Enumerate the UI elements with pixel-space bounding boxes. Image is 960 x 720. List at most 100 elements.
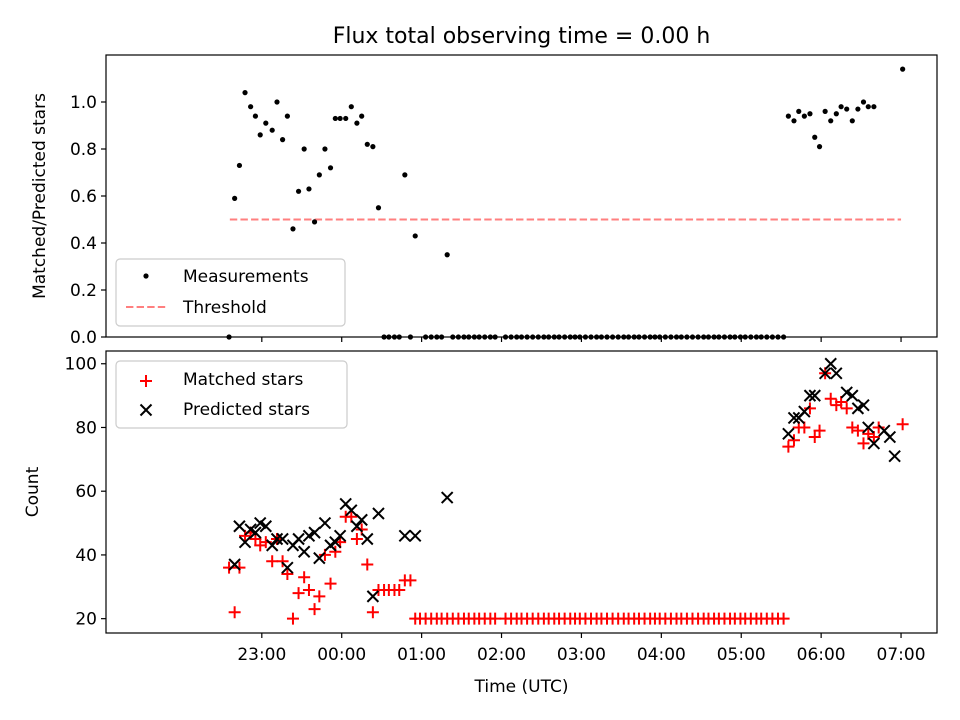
measurement-point bbox=[450, 334, 456, 340]
measurement-point bbox=[764, 334, 770, 340]
matched-star-point bbox=[345, 510, 358, 523]
ratio-y-ticks: 0.0 0.2 0.4 0.6 0.8 1.0 bbox=[70, 93, 106, 348]
measurement-point bbox=[822, 108, 828, 114]
matched-star-point bbox=[404, 574, 417, 587]
measurement-point bbox=[396, 334, 402, 340]
matched-star-point bbox=[489, 612, 502, 625]
measurement-point bbox=[775, 334, 781, 340]
measurement-point bbox=[572, 334, 578, 340]
predicted-star-point bbox=[228, 558, 241, 571]
predicted-star-point bbox=[270, 532, 284, 546]
matched-star-point bbox=[324, 577, 337, 590]
measurement-point bbox=[753, 334, 760, 340]
matched-star-point bbox=[276, 555, 289, 568]
legend-marker-measurements bbox=[143, 273, 149, 279]
ratio-y-tick-label: 0.6 bbox=[70, 187, 97, 207]
matched-star-point bbox=[281, 568, 294, 581]
measurement-point bbox=[701, 334, 707, 340]
predicted-star-point bbox=[292, 532, 305, 546]
measurement-point bbox=[900, 66, 906, 72]
measurement-point bbox=[594, 334, 600, 340]
predicted-star-point bbox=[254, 516, 267, 530]
legend-label-measurements: Measurements bbox=[183, 267, 309, 287]
matched-star-point bbox=[329, 545, 342, 558]
predicted-star-point bbox=[883, 430, 897, 444]
matched-star-point bbox=[233, 561, 246, 574]
measurement-point bbox=[332, 115, 338, 122]
measurement-point bbox=[796, 108, 802, 114]
measurement-point bbox=[582, 334, 589, 340]
matched-star-point bbox=[808, 431, 821, 444]
matched-star-point bbox=[851, 424, 864, 437]
matched-star-point bbox=[223, 561, 236, 574]
measurement-point bbox=[412, 233, 418, 239]
matched-star-point bbox=[835, 395, 848, 408]
predicted-star-point bbox=[867, 437, 881, 450]
matched-star-points bbox=[223, 367, 909, 625]
measurement-point bbox=[636, 334, 642, 340]
measurement-point bbox=[551, 334, 557, 340]
measurement-point bbox=[785, 113, 791, 119]
matched-star-point bbox=[824, 392, 837, 405]
measurement-point bbox=[518, 334, 525, 340]
measurement-point bbox=[742, 334, 748, 340]
measurement-point bbox=[274, 99, 280, 105]
measurement-point bbox=[386, 334, 392, 340]
legend-marker-predicted bbox=[139, 403, 153, 417]
measurement-point bbox=[428, 334, 434, 340]
predicted-star-point bbox=[830, 367, 843, 380]
measurement-point bbox=[791, 118, 797, 124]
predicted-star-point bbox=[824, 357, 837, 370]
matched-star-point bbox=[266, 555, 279, 568]
measurement-point bbox=[455, 334, 461, 340]
measurement-point bbox=[541, 334, 547, 340]
measurement-point bbox=[689, 334, 696, 340]
measurement-point bbox=[871, 104, 877, 110]
measurement-point bbox=[833, 111, 839, 117]
measurement-point bbox=[359, 113, 365, 119]
measurement-point bbox=[621, 334, 627, 340]
measurement-point bbox=[865, 104, 871, 110]
ratio-y-tick-label: 0.4 bbox=[70, 234, 97, 254]
count-y-tick-label: 100 bbox=[65, 355, 97, 375]
measurement-point bbox=[434, 334, 440, 340]
measurement-point bbox=[769, 334, 775, 340]
measurement-point bbox=[226, 334, 232, 340]
count-x-tick-label: 07:00 bbox=[877, 645, 926, 665]
count-y-tick-label: 60 bbox=[75, 482, 97, 502]
predicted-star-point bbox=[355, 513, 368, 527]
measurement-point bbox=[567, 334, 573, 340]
measurement-point bbox=[705, 334, 712, 340]
measurement-point bbox=[780, 334, 787, 340]
measurement-point bbox=[438, 334, 445, 340]
measurement-point bbox=[327, 165, 334, 171]
x-axis-label: Time (UTC) bbox=[474, 677, 569, 697]
measurement-point bbox=[248, 104, 254, 110]
measurement-point bbox=[641, 334, 648, 340]
measurement-point bbox=[535, 334, 541, 340]
predicted-star-point bbox=[888, 449, 901, 463]
matched-star-point bbox=[777, 612, 790, 625]
measurement-point bbox=[316, 172, 322, 178]
ratio-y-tick-label: 1.0 bbox=[70, 93, 97, 113]
matched-star-point bbox=[318, 548, 331, 561]
predicted-star-point bbox=[318, 516, 332, 530]
measurement-point bbox=[508, 334, 514, 340]
measurement-point bbox=[311, 219, 318, 225]
measurement-point bbox=[337, 115, 343, 122]
predicted-star-point bbox=[846, 389, 859, 402]
matched-star-point bbox=[355, 523, 368, 536]
predicted-star-point bbox=[808, 389, 821, 402]
measurement-point bbox=[801, 113, 807, 119]
measurement-point bbox=[695, 334, 701, 340]
measurement-point bbox=[269, 127, 275, 133]
count-x-tick-label: 01:00 bbox=[397, 645, 446, 665]
measurement-point bbox=[252, 113, 259, 119]
chart-title: Flux total observing time = 0.00 h bbox=[333, 24, 711, 49]
predicted-star-point bbox=[440, 491, 454, 504]
measurement-point bbox=[476, 334, 482, 340]
measurement-point bbox=[295, 188, 302, 194]
measurement-point bbox=[588, 334, 594, 340]
